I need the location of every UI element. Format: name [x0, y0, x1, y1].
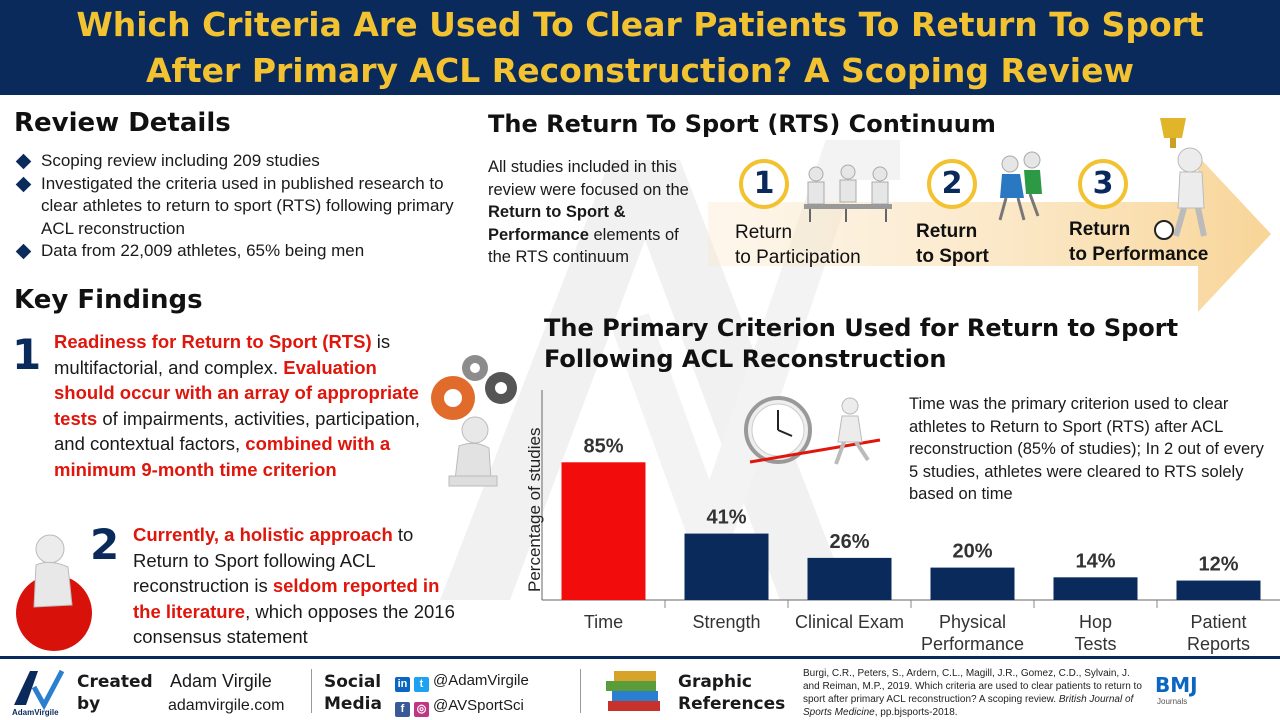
social-media-label: Social Media: [324, 672, 382, 714]
bar-time: [561, 462, 646, 600]
step-2-circle: 2: [927, 159, 977, 209]
av-logo-icon: AdamVirgile: [12, 669, 65, 717]
finding-2-number: 2: [90, 520, 120, 569]
step-3-line: to Performance: [1069, 244, 1209, 265]
continuum-heading: The Return To Sport (RTS) Continuum: [488, 110, 996, 138]
bar-patient-reports: [1176, 580, 1261, 600]
data-label: 12%: [1198, 554, 1238, 576]
step-1-line: Return: [735, 222, 793, 243]
bmj-journals-text: Journals: [1157, 697, 1188, 706]
step-3-label: Return to Performance: [1069, 217, 1208, 267]
step-3-line: Return: [1069, 219, 1131, 240]
review-item: Scoping review including 209 studies: [16, 150, 456, 173]
data-label: 26%: [829, 531, 869, 553]
red-circle-figure-illustration: [16, 534, 92, 651]
books-icon: [606, 671, 660, 711]
x-tick-label: Time: [584, 612, 623, 632]
data-label: 41%: [706, 507, 746, 529]
logo-text: AdamVirgile: [12, 708, 59, 717]
footer-divider: [580, 669, 581, 713]
gears-thinker-illustration: [431, 355, 517, 487]
step-1-label: Return to Participation: [735, 220, 861, 270]
step-2-line: Return: [916, 221, 978, 242]
key-findings-heading: Key Findings: [14, 285, 203, 315]
data-label: 14%: [1075, 550, 1115, 572]
linkedin-icon: in: [395, 677, 410, 692]
title-line-2: After Primary ACL Reconstruction? A Scop…: [146, 51, 1134, 90]
sport-soccer-figures-illustration: [998, 151, 1042, 221]
finding-1-highlight: Readiness for Return to Sport (RTS): [54, 331, 372, 352]
continuum-desc-text: All studies included in this review were…: [488, 158, 689, 199]
step-3-circle: 3: [1078, 159, 1128, 209]
x-tick-label: Strength: [692, 612, 760, 632]
graphic-references-label: Graphic References: [678, 672, 786, 714]
twitter-icon: t: [414, 677, 429, 692]
performance-trophy-figure-illustration: [1154, 118, 1207, 240]
y-axis-label: Percentage of studies: [525, 428, 544, 592]
bar-clinical-exam: [807, 557, 892, 600]
review-details-heading: Review Details: [14, 108, 231, 138]
step-1-line: to Participation: [735, 247, 861, 268]
finding-2-text: Currently, a holistic approach to Return…: [133, 522, 463, 650]
finding-1-number: 1: [12, 330, 42, 379]
instagram-icon: ◎: [414, 702, 429, 717]
x-tick-label: Reports: [1187, 634, 1250, 654]
finding-1-text-part: of impairments, activities, participatio…: [54, 407, 421, 455]
x-tick-label: Clinical Exam: [795, 612, 904, 632]
x-tick-label: Hop: [1079, 612, 1112, 632]
author-website-link[interactable]: adamvirgile.com: [168, 697, 285, 714]
footer-divider: [311, 669, 312, 713]
data-label: 85%: [583, 435, 623, 457]
header-banner: Which Criteria Are Used To Clear Patient…: [0, 0, 1280, 95]
review-details-list: Scoping review including 209 studies Inv…: [16, 150, 456, 263]
footer: AdamVirgile Created by Adam Virgile adam…: [0, 656, 1280, 720]
title-line-1: Which Criteria Are Used To Clear Patient…: [76, 5, 1204, 44]
reference-journal: British Journal of Sports Medicine: [803, 694, 1134, 718]
review-item: Data from 22,009 athletes, 65% being men: [16, 240, 456, 263]
reference-text: Burgi, C.R., Peters, S., Ardern, C.L., M…: [803, 668, 1142, 705]
finding-1-highlight: combined with a minimum 9-month time cri…: [54, 433, 391, 480]
bar-hop-tests: [1053, 577, 1138, 600]
social-handle-2[interactable]: f ◎ @AVSportSci: [395, 695, 524, 717]
x-tick-label: Tests: [1074, 634, 1116, 654]
created-by-label: Created by: [77, 672, 153, 714]
criterion-bar-chart: Percentage of studies 85% Time 41% Strength 2…: [525, 390, 1280, 654]
reference-text: , pp.bjsports-2018.: [874, 707, 958, 718]
bmj-logo: BMJ: [1155, 673, 1198, 697]
continuum-arrow: [708, 156, 1271, 312]
continuum-description: All studies included in this review were…: [488, 156, 698, 269]
step-1-circle: 1: [739, 159, 789, 209]
handle-2-text: @AVSportSci: [433, 697, 524, 714]
finding-2-text-part: , which opposes the 2016 consensus state…: [133, 600, 455, 648]
step-2-line: to Sport: [916, 246, 989, 267]
continuum-desc-bold: Return to Sport & Performance: [488, 203, 626, 244]
social-handle-1[interactable]: in t @AdamVirgile: [395, 670, 529, 692]
participation-figures-illustration: [804, 164, 892, 222]
clock-runner-illustration: [744, 396, 881, 465]
facebook-icon: f: [395, 702, 410, 717]
chart-annotation: Time was the primary criterion used to c…: [909, 395, 1264, 503]
x-tick-label: Patient: [1190, 612, 1246, 632]
finding-1-highlight: Evaluation should occur with an array of…: [54, 356, 419, 429]
author-name: Adam Virgile: [170, 671, 272, 691]
review-item: Investigated the criteria used in publis…: [16, 173, 456, 241]
x-tick-label: Physical: [939, 612, 1006, 632]
finding-2-highlight: Currently, a holistic approach: [133, 524, 393, 545]
finding-2-highlight: seldom reported in the literature: [133, 575, 440, 622]
bar-physical-performance: [930, 567, 1015, 600]
reference-citation: Burgi, C.R., Peters, S., Ardern, C.L., M…: [803, 667, 1148, 719]
finding-2-text-part: to Return to Sport following ACL reconst…: [133, 524, 414, 596]
data-label: 20%: [952, 541, 992, 563]
continuum-desc-text: elements of the RTS continuum: [488, 225, 679, 267]
finding-1-text-part: is multifactorial, and complex.: [54, 331, 391, 378]
handle-1-text: @AdamVirgile: [433, 672, 529, 689]
bar-strength: [684, 533, 769, 600]
x-tick-label: Performance: [921, 634, 1024, 654]
step-2-label: Return to Sport: [916, 219, 989, 269]
finding-1-text: Readiness for Return to Sport (RTS) is m…: [54, 329, 429, 482]
chart-title: The Primary Criterion Used for Return to…: [544, 314, 1179, 373]
